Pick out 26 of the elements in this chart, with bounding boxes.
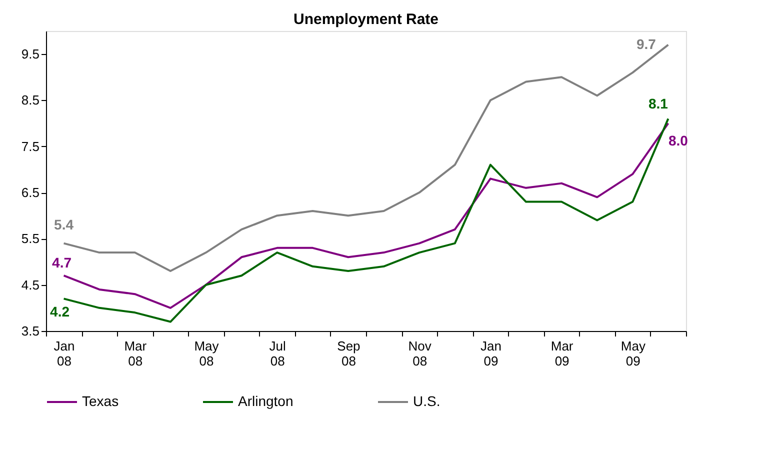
y-tick-label: 7.5 xyxy=(21,138,40,154)
x-tick-label: Jan 08 xyxy=(54,338,75,368)
x-tick-label: Jan 09 xyxy=(480,338,502,368)
y-tick-label: 6.5 xyxy=(21,185,40,200)
x-tick-label: Mar 09 xyxy=(550,338,574,368)
data-label: 4.2 xyxy=(50,304,70,320)
y-tick-label: 3.5 xyxy=(21,324,40,338)
y-tick-label: 8.5 xyxy=(21,92,40,108)
x-tick-label: May 09 xyxy=(620,338,646,368)
x-tick-label: Sep 08 xyxy=(337,338,360,368)
legend-label: Arlington xyxy=(238,393,294,409)
data-label: 5.4 xyxy=(54,216,74,232)
y-tick-label: 4.5 xyxy=(21,277,40,292)
data-label: 8.1 xyxy=(648,96,668,112)
x-tick-label: Nov 08 xyxy=(408,338,432,368)
x-tick-label: May 08 xyxy=(194,338,220,368)
legend-label: U.S. xyxy=(413,393,440,409)
legend-label: Texas xyxy=(82,393,119,409)
data-label: 4.7 xyxy=(52,254,72,271)
y-tick-label: 9.5 xyxy=(21,46,40,62)
chart-title: Unemployment Rate xyxy=(293,11,439,28)
x-tick-label: Mar 08 xyxy=(124,338,148,368)
data-label: 8.0 xyxy=(668,132,688,148)
y-tick-label: 5.5 xyxy=(21,231,40,246)
x-tick-label: Jul 08 xyxy=(269,338,286,368)
data-label: 9.7 xyxy=(636,36,656,52)
